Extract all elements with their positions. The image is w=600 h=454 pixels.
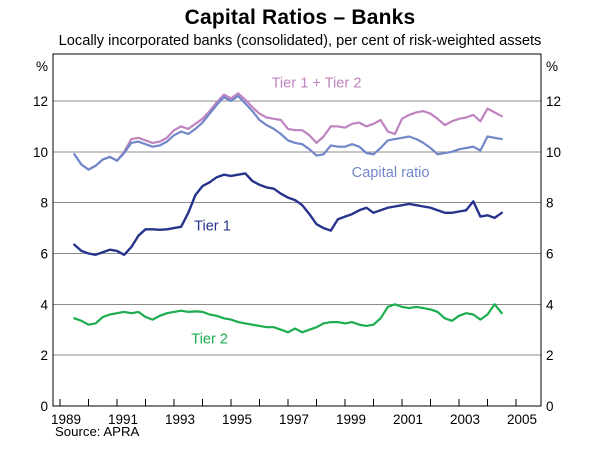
y-unit-right: % [546,59,558,74]
series-line-tier-2 [73,303,503,334]
x-label-2001: 2001 [393,412,423,427]
x-label-1991: 1991 [108,412,138,427]
y-label-left-0: 0 [40,399,48,414]
y-unit-left: % [36,59,48,74]
chart-title: Capital Ratios – Banks [184,6,416,29]
chart-subtitle: Locally incorporated banks (consolidated… [58,33,542,49]
y-label-left-10: 10 [33,145,48,160]
y-label-left-4: 4 [40,297,48,312]
y-label-right-10: 10 [546,145,561,160]
series-line-capital-ratio [73,94,503,171]
x-label-2005: 2005 [507,412,537,427]
y-label-left-6: 6 [40,246,48,261]
x-label-1999: 1999 [336,412,366,427]
x-label-1989: 1989 [51,412,81,427]
y-label-right-4: 4 [546,297,554,312]
y-label-left-2: 2 [40,348,48,363]
series-label-tier-2: Tier 2 [191,332,228,348]
y-label-right-6: 6 [546,246,554,261]
y-label-right-0: 0 [546,399,554,414]
x-label-1993: 1993 [165,412,195,427]
y-label-left-12: 12 [33,94,48,109]
series-label-capital-ratio: Capital ratio [352,165,430,181]
y-label-left-8: 8 [40,196,48,211]
y-label-right-8: 8 [546,196,554,211]
y-label-right-12: 12 [546,94,561,109]
x-label-1997: 1997 [279,412,309,427]
series-line-tier-1-tier-2 [73,92,503,171]
y-label-right-2: 2 [546,348,554,363]
x-label-1995: 1995 [222,412,252,427]
x-label-2003: 2003 [450,412,480,427]
series-line-tier-1 [73,172,503,257]
plot-frame [52,53,542,407]
series-label-tier-1: Tier 1 [194,219,231,235]
source-note: Source: APRA [55,424,140,439]
series-label-tier-1-tier-2: Tier 1 + Tier 2 [272,76,362,92]
